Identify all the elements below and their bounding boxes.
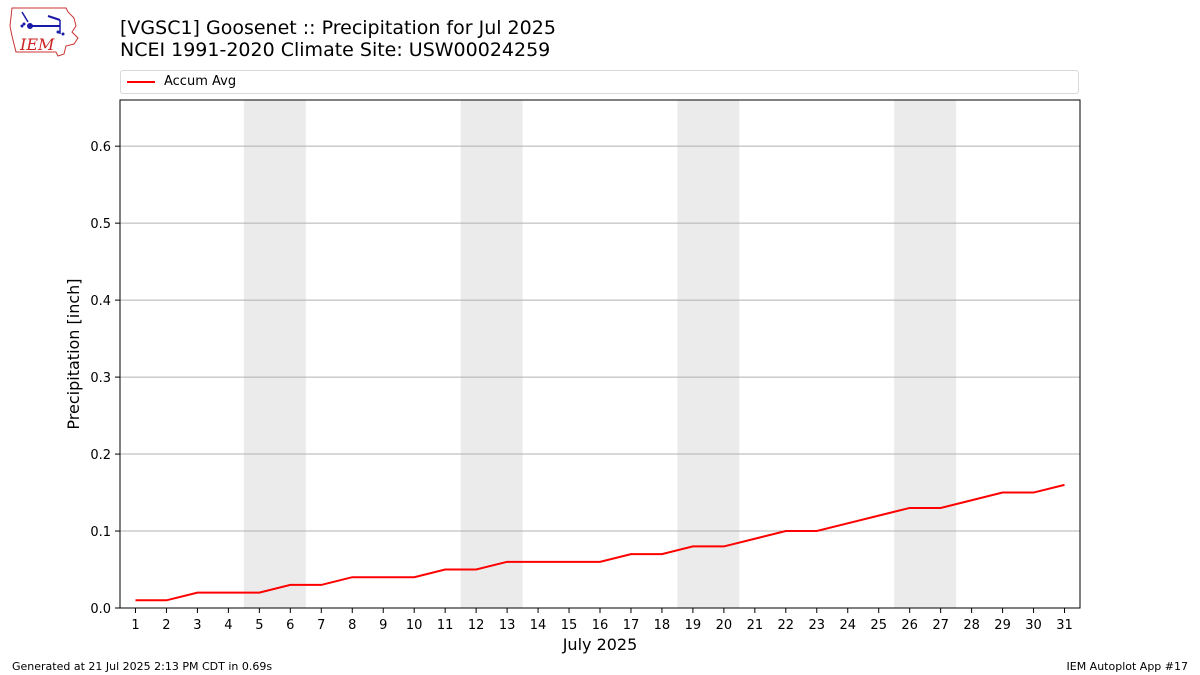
footer-generated-text: Generated at 21 Jul 2025 2:13 PM CDT in …: [12, 660, 273, 673]
y-axis-label: Precipitation [inch]: [64, 278, 83, 429]
x-tick-label: 12: [468, 618, 485, 633]
weekend-band-3: [677, 100, 740, 608]
x-tick-label: 13: [499, 618, 516, 633]
y-tick-label: 0.6: [90, 140, 111, 155]
x-axis-label: July 2025: [562, 635, 638, 654]
y-tick-label: 0.5: [90, 217, 111, 232]
x-tick-label: 7: [317, 618, 325, 633]
y-tick-label: 0.2: [90, 448, 111, 463]
x-tick-label: 20: [716, 618, 733, 633]
x-tick-label: 23: [809, 618, 826, 633]
chart-subtitle: NCEI 1991-2020 Climate Site: USW00024259: [120, 39, 551, 61]
x-tick-label: 31: [1056, 618, 1073, 633]
x-tick-label: 22: [778, 618, 795, 633]
x-tick-label: 27: [932, 618, 949, 633]
y-tick-label: 0.0: [90, 602, 111, 617]
x-tick-label: 16: [592, 618, 609, 633]
x-tick-label: 4: [224, 618, 232, 633]
weather-station-icon: [20, 11, 65, 36]
iem-logo: IEM: [9, 7, 79, 57]
x-tick-label: 15: [561, 618, 578, 633]
x-tick-label: 1: [131, 618, 139, 633]
iem-logo-text: IEM: [19, 35, 55, 54]
x-tick-label: 19: [685, 618, 702, 633]
x-tick-label: 5: [255, 618, 263, 633]
plot-frame: [119, 99, 1081, 609]
footer-app-id: IEM Autoplot App #17: [1066, 660, 1189, 673]
x-axis-ticks: 1 2 3 4 5 6 7 8 9 10 11 12 13 14 15 16 17 18 19 20 21 22 23 24 2…: [131, 608, 1073, 633]
x-tick-label: 21: [747, 618, 764, 633]
y-tick-label: 0.3: [90, 371, 111, 386]
x-tick-label: 14: [530, 618, 547, 633]
x-tick-label: 25: [870, 618, 887, 633]
weekend-band-1: [243, 100, 306, 608]
x-tick-label: 9: [379, 618, 387, 633]
x-tick-label: 28: [963, 618, 980, 633]
x-tick-label: 8: [348, 618, 356, 633]
x-tick-label: 29: [994, 618, 1011, 633]
x-tick-label: 6: [286, 618, 294, 633]
weekend-band-4: [894, 100, 957, 608]
x-tick-label: 2: [162, 618, 170, 633]
series-line-accum-avg: [135, 483, 1065, 602]
x-tick-label: 3: [193, 618, 201, 633]
y-tick-label: 0.4: [90, 294, 111, 309]
chart-legend: Accum Avg: [120, 70, 1079, 94]
series-lines: [135, 483, 1065, 602]
x-tick-label: 26: [901, 618, 918, 633]
x-tick-label: 18: [654, 618, 671, 633]
x-tick-label: 10: [406, 618, 423, 633]
x-tick-label: 17: [623, 618, 640, 633]
legend-swatch-accum-avg: [127, 81, 155, 83]
legend-label-accum-avg: Accum Avg: [164, 74, 237, 89]
grid-lines: [120, 145, 1080, 532]
x-tick-label: 24: [839, 618, 856, 633]
weekend-bands: [243, 100, 957, 608]
y-tick-label: 0.1: [90, 525, 111, 540]
y-axis-ticks: 0.0 0.1 0.2 0.3 0.4 0.5 0.6: [90, 140, 120, 617]
weekend-band-2: [460, 100, 523, 608]
x-tick-label: 11: [437, 618, 454, 633]
x-tick-label: 30: [1025, 618, 1042, 633]
chart-title: [VGSC1] Goosenet :: Precipitation for Ju…: [120, 17, 556, 39]
